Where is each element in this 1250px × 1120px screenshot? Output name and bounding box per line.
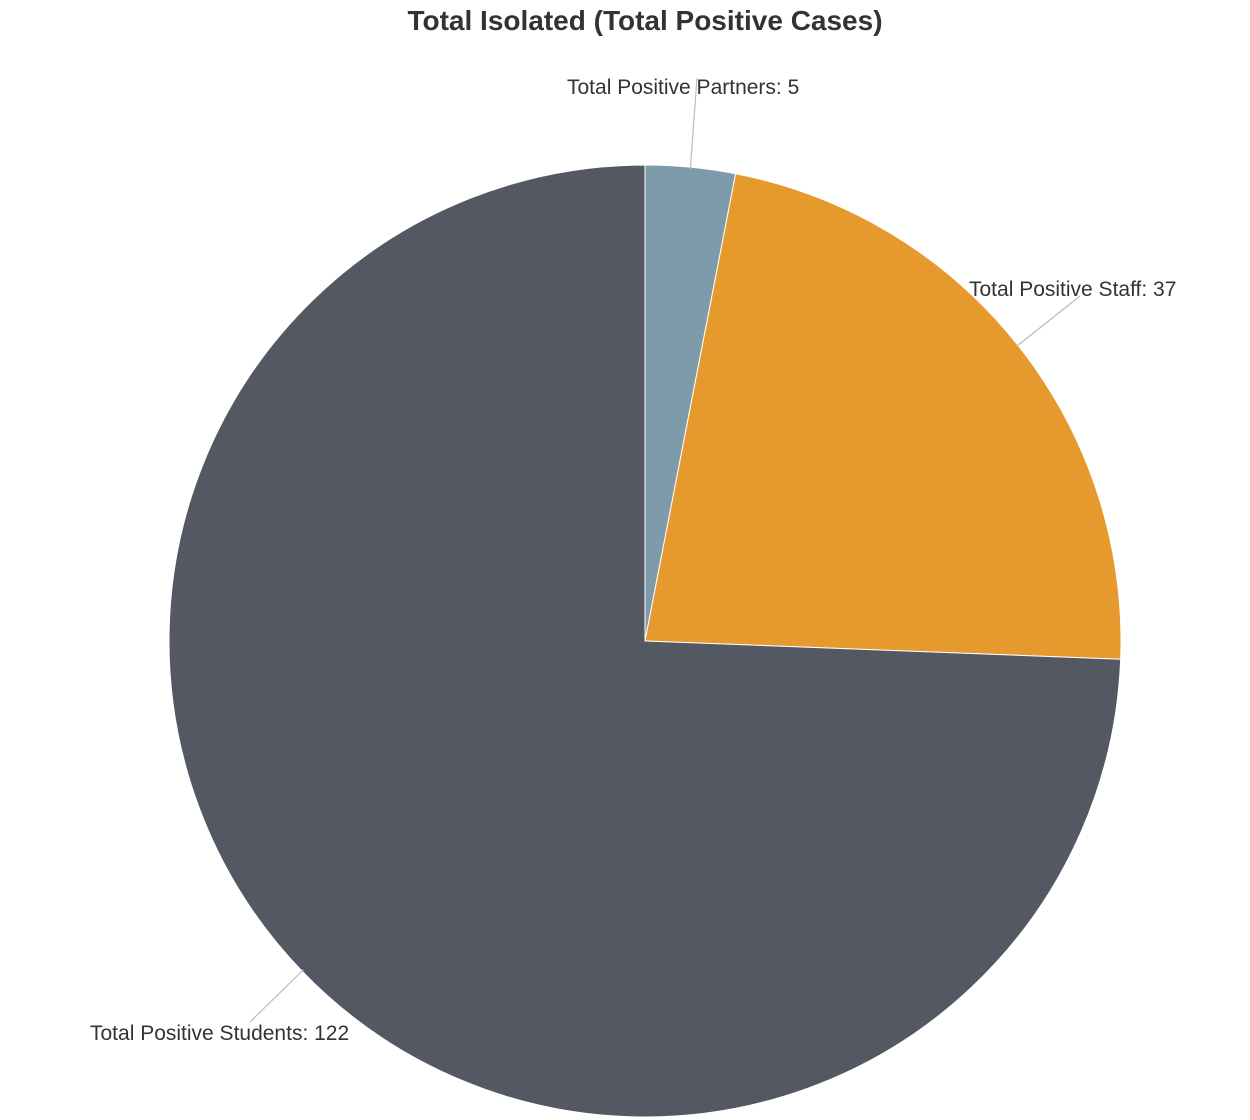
connector-line bbox=[1016, 295, 1081, 347]
slice-labels: Total Positive Partners: 5 Total Positive… bbox=[90, 76, 1176, 1045]
chart-title: Total Isolated (Total Positive Cases) bbox=[407, 5, 882, 36]
slice-label: Total Positive Staff: 37 bbox=[969, 278, 1176, 301]
label-connectors bbox=[249, 77, 1081, 1023]
pie-slices bbox=[168, 164, 1122, 1118]
connector-line bbox=[249, 969, 304, 1023]
slice-label: Total Positive Partners: 5 bbox=[567, 76, 799, 99]
slice-label: Total Positive Students: 122 bbox=[90, 1022, 349, 1045]
connector-line bbox=[689, 77, 698, 170]
